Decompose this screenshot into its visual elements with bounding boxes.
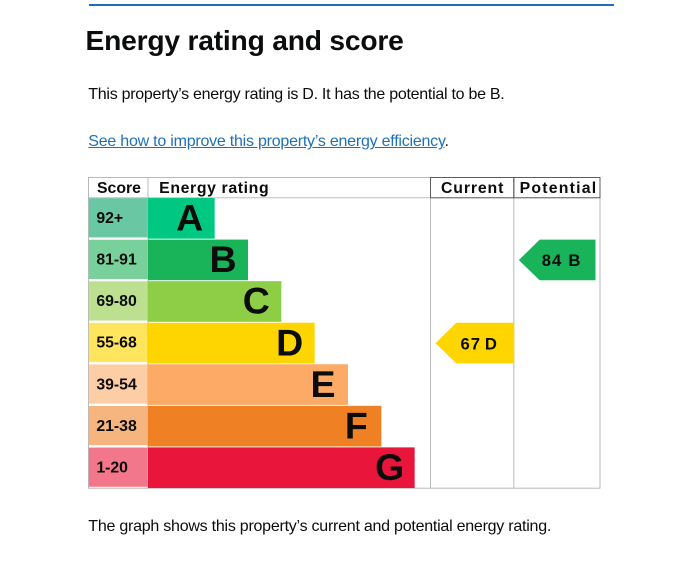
svg-text:Current: Current [441, 180, 504, 197]
svg-text:B: B [569, 251, 581, 270]
svg-text:21-38: 21-38 [97, 418, 138, 435]
svg-text:67: 67 [461, 334, 482, 353]
svg-text:84: 84 [542, 251, 563, 270]
svg-text:92+: 92+ [97, 210, 124, 227]
svg-text:B: B [210, 238, 237, 280]
svg-text:1-20: 1-20 [97, 459, 129, 476]
svg-text:D: D [276, 321, 303, 363]
svg-text:Potential: Potential [520, 180, 598, 197]
svg-text:55-68: 55-68 [97, 335, 138, 352]
svg-text:A: A [176, 197, 203, 239]
svg-text:F: F [345, 404, 368, 446]
svg-text:Energy rating: Energy rating [159, 180, 269, 197]
svg-text:81-91: 81-91 [97, 252, 138, 269]
svg-text:E: E [311, 363, 336, 405]
svg-text:Score: Score [97, 180, 141, 197]
svg-text:39-54: 39-54 [97, 376, 138, 393]
svg-text:G: G [375, 446, 404, 488]
svg-text:D: D [485, 334, 497, 353]
svg-text:69-80: 69-80 [97, 293, 138, 310]
svg-text:C: C [243, 280, 270, 322]
